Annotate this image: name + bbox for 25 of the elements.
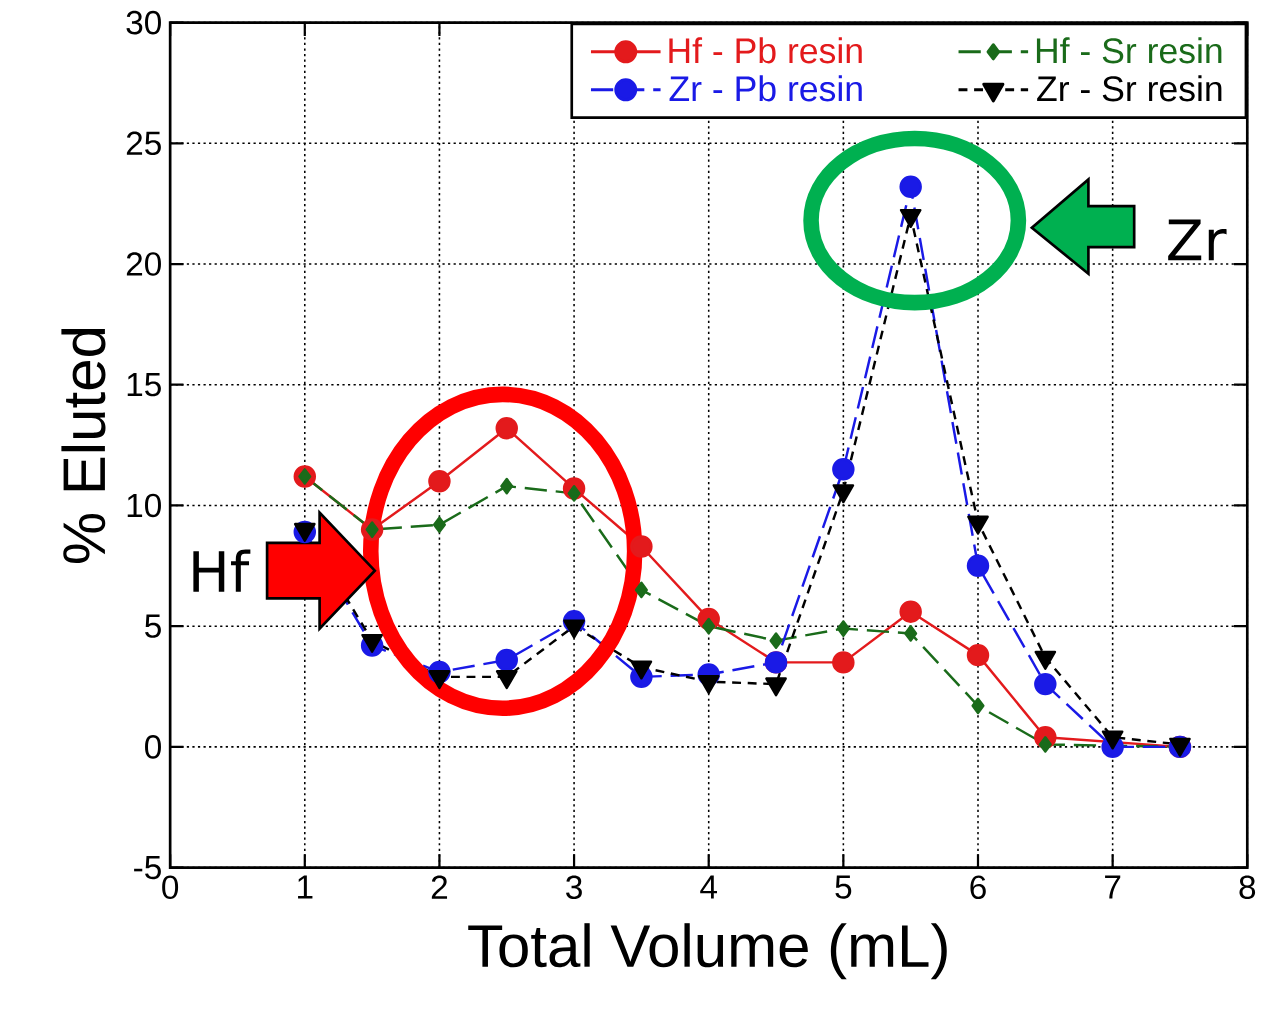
y-tick-label: 5 [145,614,161,638]
y-tick-label: 30 [126,10,161,35]
y-tick-label: 15 [127,373,161,397]
y-tick-label: 0 [145,735,161,759]
legend-label: Hf - Pb resin [669,37,862,64]
x-tick-label: 5 [835,875,852,899]
legend-label: Hf - Sr resin [1036,37,1222,64]
annotation: Zr [1168,219,1227,261]
x-tick-label: 0 [162,875,179,900]
y-tick-label: 10 [127,493,161,518]
x-tick-label: 6 [970,875,986,900]
x-tick-label: 3 [566,875,582,900]
x-tick-label: 7 [1105,875,1121,899]
y-axis-title: % Eluted [61,328,106,564]
y-tick-label: 25 [126,131,161,156]
legend-label: Zr - Sr resin [1037,75,1222,102]
legend-label: Zr - Pb resin [669,75,862,102]
x-tick-label: 1 [298,875,313,899]
x-tick-label: 2 [431,875,448,899]
x-tick-label: 8 [1239,875,1256,900]
x-tick-label: 4 [700,875,718,899]
x-axis-title: Total Volume (mL) [468,923,947,980]
y-tick-label: -5 [134,855,161,880]
y-tick-label: 20 [126,252,161,276]
annotation: Hf [193,549,251,592]
